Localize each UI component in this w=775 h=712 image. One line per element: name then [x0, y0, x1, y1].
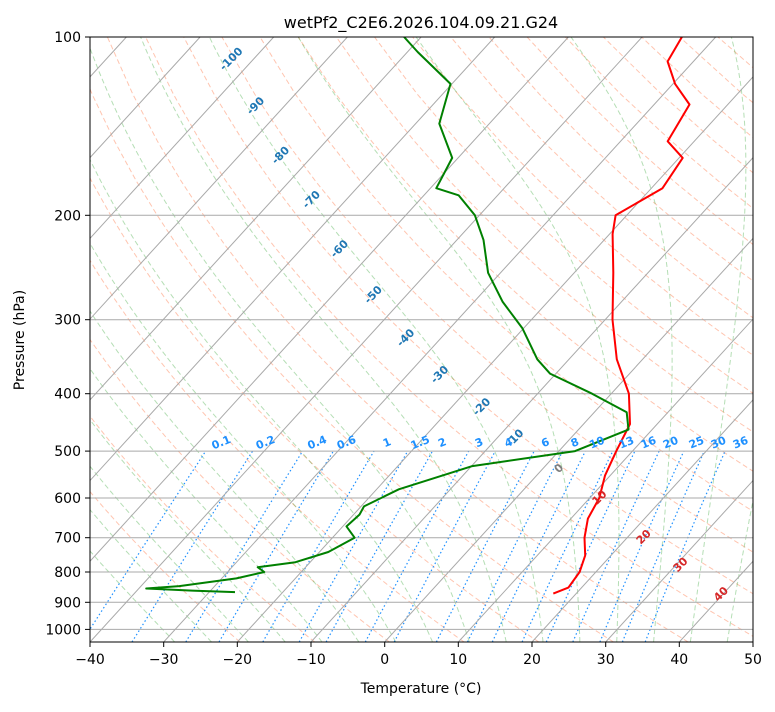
x-tick-label: 10 — [449, 652, 467, 668]
y-tick-label: 300 — [54, 313, 81, 329]
x-tick-label: 20 — [523, 652, 541, 668]
y-tick-label: 500 — [54, 444, 81, 460]
x-tick-label: 40 — [670, 652, 688, 668]
y-tick-label: 800 — [54, 565, 81, 581]
x-tick-label: 0 — [380, 652, 389, 668]
chart-title: wetPf2_C2E6.2026.104.09.21.G24 — [284, 13, 558, 33]
x-tick-label: −40 — [75, 652, 105, 668]
x-axis-label: Temperature (°C) — [360, 681, 482, 697]
y-tick-label: 100 — [54, 30, 81, 46]
x-tick-label: −20 — [223, 652, 253, 668]
y-tick-label: 200 — [54, 208, 81, 224]
y-tick-label: 700 — [54, 531, 81, 547]
y-axis-label: Pressure (hPa) — [12, 290, 28, 390]
x-tick-label: −30 — [149, 652, 179, 668]
y-tick-label: 600 — [54, 491, 81, 507]
y-tick-label: 1000 — [45, 622, 81, 638]
x-tick-label: 30 — [597, 652, 615, 668]
y-tick-label: 400 — [54, 387, 81, 403]
x-tick-label: −10 — [296, 652, 326, 668]
x-tick-label: 50 — [744, 652, 762, 668]
y-tick-label: 900 — [54, 595, 81, 611]
